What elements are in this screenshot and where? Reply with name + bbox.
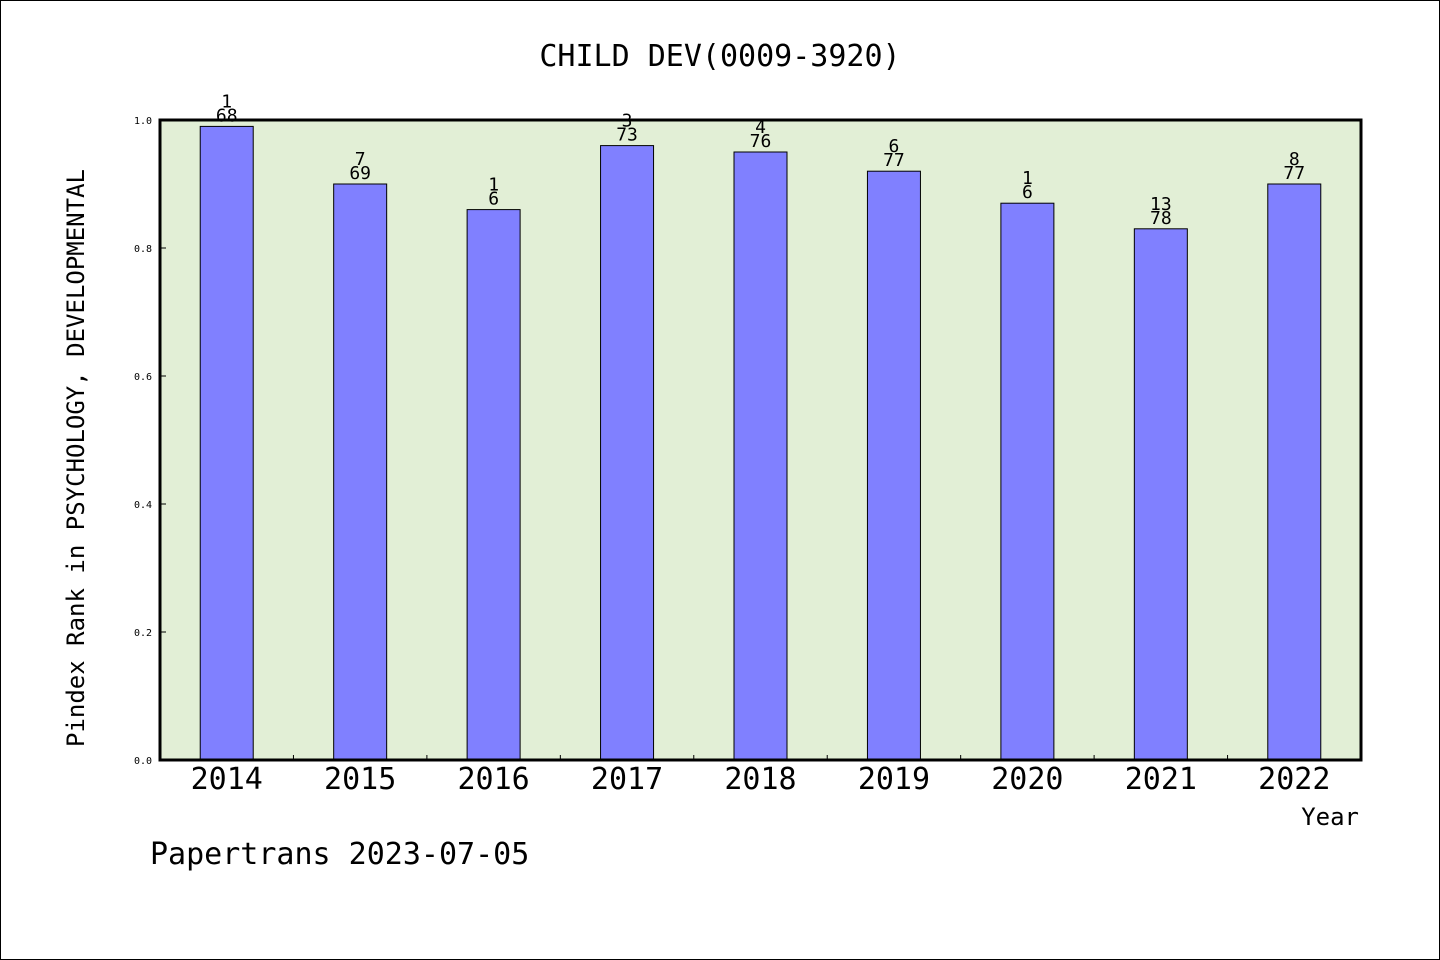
- bar-rank-label-2020: 1: [1022, 168, 1033, 189]
- x-tick-label-2016: 2016: [457, 762, 529, 797]
- chart-title: CHILD DEV(0009-3920): [539, 39, 900, 74]
- bar-rank-label-2015: 7: [355, 149, 366, 170]
- y-tick-label-0.6: 0.6: [134, 372, 152, 383]
- bar-2016: [466, 209, 521, 761]
- y-axis-ticks: 0.0 0.2 0.4 0.6 0.8 1.0: [134, 116, 166, 767]
- x-tick-label-2020: 2020: [991, 762, 1063, 797]
- bar-2014: [199, 125, 254, 761]
- bar-2018: [733, 151, 788, 761]
- y-tick-label-0.2: 0.2: [134, 628, 152, 639]
- bar-rank-label-2016: 1: [488, 175, 499, 196]
- bar-total-label-2019: 77: [883, 150, 905, 171]
- plot-border: [158, 118, 1363, 762]
- bar-total-label-2020: 6: [1022, 182, 1033, 203]
- bar-2021: [1133, 228, 1188, 761]
- bar-total-label-2015: 69: [349, 163, 371, 184]
- bar-series: [199, 125, 1322, 761]
- bar-total-label-2018: 76: [750, 131, 772, 152]
- x-tick-label-2017: 2017: [591, 762, 663, 797]
- y-axis-label: Pindex Rank in PSYCHOLOGY, DEVELOPMENTAL: [62, 169, 90, 747]
- bar-total-label-2022: 77: [1283, 163, 1305, 184]
- bar-rank-label-2022: 8: [1289, 149, 1300, 170]
- bar-2019: [866, 170, 921, 761]
- x-tick-label-2019: 2019: [858, 762, 930, 797]
- x-axis-ticks: 2014 2015 2016 2017 2018 2019 2020 2021 2022: [191, 755, 1330, 797]
- bar-2017: [600, 145, 655, 761]
- bar-total-label-2017: 73: [616, 125, 638, 146]
- x-tick-label-2018: 2018: [724, 762, 796, 797]
- bar-rank-label-2014: 1: [221, 91, 232, 112]
- y-tick-label-0.8: 0.8: [134, 244, 152, 255]
- bar-2022: [1267, 183, 1322, 761]
- bar-total-label-2014: 68: [216, 105, 238, 126]
- x-tick-label-2021: 2021: [1125, 762, 1197, 797]
- bar-2015: [333, 183, 388, 761]
- bar-2020: [1000, 202, 1055, 761]
- x-axis-label: Year: [1301, 803, 1359, 831]
- x-tick-label-2022: 2022: [1258, 762, 1330, 797]
- y-tick-label-0.4: 0.4: [134, 500, 152, 511]
- bar-total-label-2021: 78: [1150, 208, 1172, 229]
- footer-credit: Papertrans 2023-07-05: [150, 837, 529, 872]
- bar-rank-label-2018: 4: [755, 117, 766, 138]
- bar-rank-label-2021: 13: [1150, 194, 1172, 215]
- y-tick-label-0.0: 0.0: [134, 756, 152, 767]
- bar-total-label-2016: 6: [488, 189, 499, 210]
- x-tick-label-2014: 2014: [191, 762, 263, 797]
- y-tick-label-1.0: 1.0: [134, 116, 152, 127]
- bar-rank-label-2019: 6: [889, 136, 900, 157]
- x-tick-label-2015: 2015: [324, 762, 396, 797]
